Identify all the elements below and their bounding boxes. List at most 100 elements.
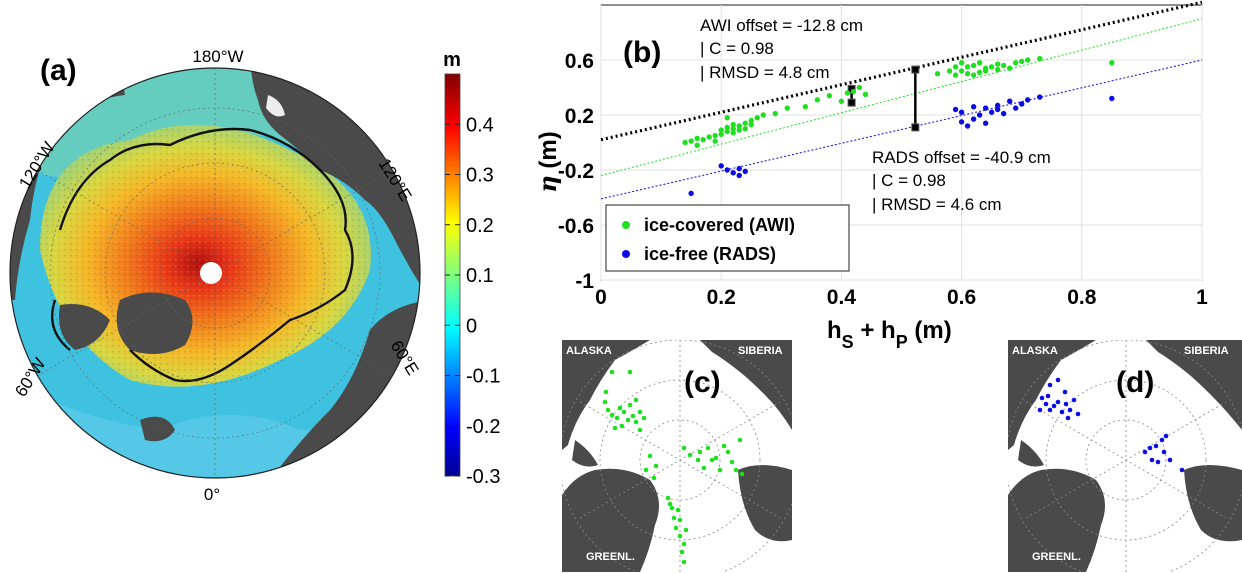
inset-point: [721, 443, 727, 449]
inset-point: [1167, 457, 1173, 463]
inset-point: [729, 459, 735, 465]
inset-point: [673, 525, 679, 531]
point-awi: [952, 72, 959, 78]
fit-lines: [600, 0, 1203, 200]
rads-offset-text: RADS offset = -40.9 cm: [872, 148, 1051, 167]
inset-point: [617, 405, 623, 411]
point-awi: [736, 123, 742, 129]
inset-point: [1163, 433, 1169, 439]
inset-point: [1067, 407, 1073, 413]
scatter-points: [682, 55, 1115, 197]
inset-point: [1059, 409, 1065, 415]
ice-edge-contour: [50, 127, 354, 383]
point-awi: [694, 135, 700, 142]
inset-point: [627, 369, 633, 375]
point-awi: [814, 97, 821, 103]
x-tick-label: 1: [1196, 286, 1208, 309]
inset-point: [681, 445, 687, 451]
inset-d-label-alaska: ALASKA: [1012, 345, 1058, 357]
inset-point: [1047, 382, 1053, 388]
point-awi: [988, 64, 995, 70]
inset-c-land-greenland: [562, 468, 659, 572]
panel-a: (a) 180°W 120°W 120°E 60°W 60°E 0°: [9, 47, 422, 504]
point-rads: [1000, 110, 1007, 117]
inset-point: [725, 449, 731, 455]
lon-label-0: 0°: [204, 485, 220, 504]
inset-point: [679, 549, 685, 555]
point-rads: [982, 105, 989, 111]
point-rads: [736, 172, 742, 179]
point-awi: [982, 65, 989, 71]
inset-point: [1045, 393, 1051, 399]
inset-point: [621, 409, 627, 415]
point-awi: [958, 60, 965, 66]
inset-point: [1071, 397, 1077, 403]
colorbar-ticks: 0.4 0.3 0.2 0.1 0 -0.1 -0.2 -0.3: [445, 114, 500, 488]
point-awi: [706, 134, 712, 140]
inset-point: [1037, 407, 1043, 413]
point-awi: [730, 130, 736, 136]
colorbar-tick-label: 0.3: [466, 165, 494, 187]
point-awi: [748, 117, 754, 124]
y-axis-label: η (m): [533, 131, 562, 192]
inset-point: [1147, 445, 1153, 451]
legend-label-rads: ice-free (RADS): [644, 244, 776, 264]
point-awi: [688, 138, 694, 144]
inset-c-land-siberia: [700, 340, 792, 430]
point-awi: [970, 62, 977, 69]
inset-point: [633, 397, 639, 403]
inset-point: [687, 452, 693, 458]
point-awi: [838, 98, 845, 104]
point-awi: [964, 64, 971, 70]
point-awi: [1037, 55, 1043, 62]
colorbar-tick-label: -0.1: [466, 366, 500, 388]
inset-point: [1075, 411, 1081, 417]
inset-d-land-greenland: [1008, 468, 1105, 572]
point-awi: [730, 121, 736, 128]
legend-marker-awi: [622, 221, 630, 229]
point-awi: [1012, 60, 1019, 66]
point-rads: [724, 167, 730, 173]
point-awi: [694, 142, 700, 148]
point-awi: [976, 60, 983, 66]
panel-label-a: (a): [40, 54, 77, 87]
inset-c-label-greenland: GREENL.: [586, 551, 635, 563]
point-awi: [994, 66, 1001, 73]
land-greenland-north: [116, 292, 193, 354]
point-rads: [994, 106, 1001, 113]
colorbar-tick-label: 0.1: [466, 265, 494, 287]
colorbar: m 0.4 0.3 0.2 0.1 0 -0.1 -0.2 -0.3: [443, 49, 500, 488]
awi-corr-text: | C = 0.98: [700, 39, 774, 58]
point-awi: [802, 104, 809, 110]
colorbar-tick-label: 0.4: [466, 114, 494, 136]
offset-bars: [847, 65, 920, 132]
point-rads: [976, 112, 983, 118]
inset-d-label-greenland: GREENL.: [1032, 551, 1081, 563]
inset-point: [609, 369, 615, 375]
point-rads: [964, 123, 971, 129]
point-rads: [688, 190, 694, 197]
point-awi: [712, 138, 718, 144]
panel-c: ALASKA SIBERIA GREENL. (c): [562, 340, 792, 572]
lon-label-180w: 180°W: [192, 47, 243, 66]
inset-point: [683, 527, 689, 533]
point-awi: [736, 127, 742, 133]
inset-point: [1055, 399, 1061, 405]
point-awi: [700, 137, 706, 143]
point-rads: [1012, 105, 1019, 111]
inset-c-label-siberia: SIBERIA: [738, 345, 783, 357]
colorbar-unit: m: [443, 49, 461, 71]
point-rads: [970, 104, 977, 110]
point-rads: [742, 168, 748, 175]
y-tick-label: -1: [575, 270, 594, 293]
point-awi: [754, 115, 760, 121]
point-rads: [994, 102, 1001, 109]
point-awi: [784, 105, 791, 111]
point-rads: [958, 119, 965, 125]
point-awi: [850, 88, 857, 95]
point-awi: [934, 71, 941, 77]
annotation-awi: AWI offset = -12.8 cm | C = 0.98 | RMSD …: [700, 16, 863, 82]
panel-d: ALASKA SIBERIA GREENL. (d): [1008, 340, 1242, 572]
y-tick-labels: 0.6 0.2 -0.2 -0.6 -1: [558, 50, 594, 293]
